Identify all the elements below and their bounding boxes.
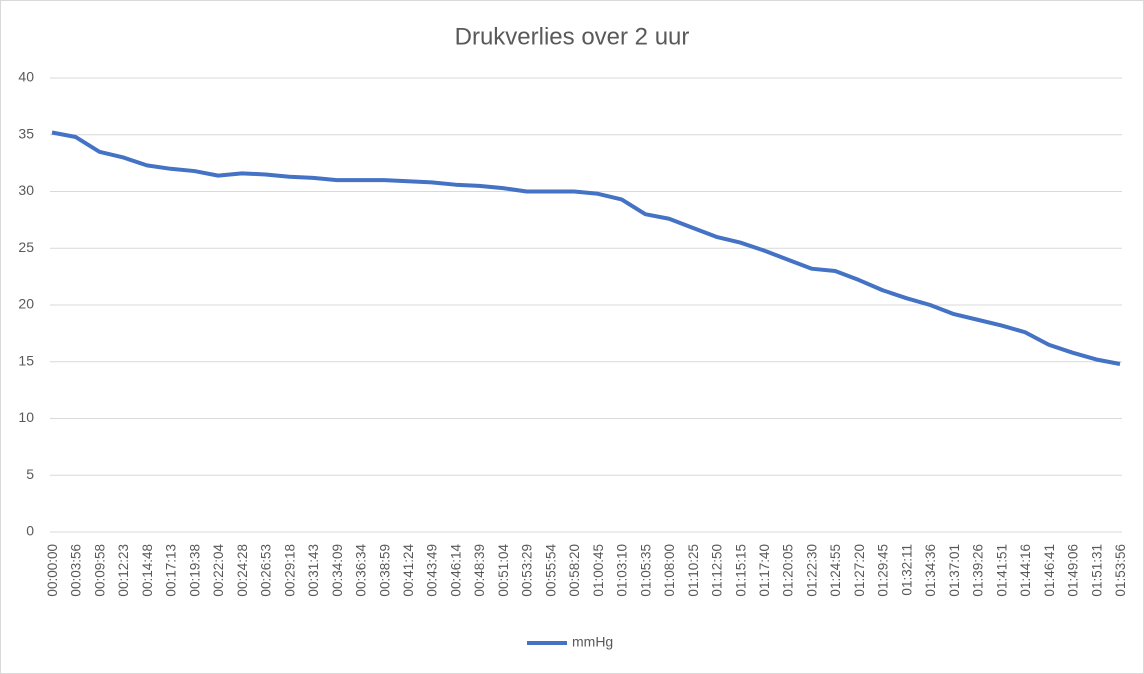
x-tick-label: 00:55:54 xyxy=(543,544,558,597)
x-tick-label: 01:46:41 xyxy=(1042,544,1057,597)
x-tick-label: 00:43:49 xyxy=(425,544,440,597)
x-tick-label: 01:00:45 xyxy=(591,544,606,597)
y-tick-label: 5 xyxy=(26,466,34,482)
x-tick-label: 01:53:56 xyxy=(1113,544,1128,597)
x-tick-label: 00:26:53 xyxy=(259,544,274,597)
x-tick-label: 01:24:55 xyxy=(828,544,843,597)
x-tick-label: 00:31:43 xyxy=(306,544,321,597)
x-tick-label: 00:34:09 xyxy=(330,544,345,597)
x-tick-label: 01:12:50 xyxy=(710,544,725,597)
x-tick-label: 00:22:04 xyxy=(211,544,226,597)
x-tick-label: 00:38:59 xyxy=(377,544,392,597)
x-tick-label: 00:17:13 xyxy=(164,544,179,597)
x-tick-label: 01:15:15 xyxy=(733,544,748,597)
x-tick-label: 00:53:29 xyxy=(520,544,535,597)
x-tick-label: 00:29:18 xyxy=(282,544,297,597)
y-tick-label: 30 xyxy=(18,182,34,198)
x-tick-label: 01:37:01 xyxy=(947,544,962,597)
y-tick-label: 35 xyxy=(18,125,34,141)
data-line xyxy=(51,130,1121,366)
x-tick-label: 01:44:16 xyxy=(1018,544,1033,597)
y-tick-label: 25 xyxy=(18,239,34,255)
x-tick-label: 01:22:30 xyxy=(804,544,819,597)
x-tick-label: 01:32:11 xyxy=(899,544,914,596)
x-tick-label: 01:29:45 xyxy=(876,544,891,597)
x-tick-label: 00:36:34 xyxy=(354,544,369,597)
x-tick-label: 01:34:36 xyxy=(923,544,938,597)
x-tick-label: 00:41:24 xyxy=(401,544,416,597)
x-tick-label: 01:39:26 xyxy=(971,544,986,597)
x-tick-label: 00:48:39 xyxy=(472,544,487,597)
x-tick-label: 00:03:56 xyxy=(69,544,84,597)
x-tick-label: 00:00:00 xyxy=(45,544,60,597)
x-tick-label: 01:27:20 xyxy=(852,544,867,597)
x-tick-label: 00:46:14 xyxy=(448,544,463,597)
x-tick-label: 00:19:38 xyxy=(187,544,202,597)
y-tick-label: 10 xyxy=(18,409,34,425)
chart-title: Drukverlies over 2 uur xyxy=(455,23,690,50)
x-tick-label: 00:24:28 xyxy=(235,544,250,597)
x-tick-label: 00:14:48 xyxy=(140,544,155,597)
x-tick-label: 01:41:51 xyxy=(994,544,1009,597)
x-tick-label: 00:51:04 xyxy=(496,544,511,597)
y-tick-label: 20 xyxy=(18,296,34,312)
x-tick-label: 00:09:58 xyxy=(92,544,107,597)
y-tick-label: 40 xyxy=(18,69,34,85)
x-tick-label: 00:12:23 xyxy=(116,544,131,597)
y-tick-label: 0 xyxy=(26,523,34,539)
x-tick-label: 01:20:05 xyxy=(781,544,796,597)
x-tick-label: 01:51:31 xyxy=(1089,544,1104,597)
y-tick-label: 15 xyxy=(18,352,34,368)
x-tick-label: 00:58:20 xyxy=(567,544,582,597)
x-tick-label: 01:05:35 xyxy=(638,544,653,597)
legend-label: mmHg xyxy=(572,634,613,650)
x-tick-label: 01:10:25 xyxy=(686,544,701,597)
x-tick-label: 01:17:40 xyxy=(757,544,772,597)
x-tick-label: 01:49:06 xyxy=(1066,544,1081,597)
x-tick-label: 01:03:10 xyxy=(615,544,630,597)
x-tick-label: 01:08:00 xyxy=(662,544,677,597)
